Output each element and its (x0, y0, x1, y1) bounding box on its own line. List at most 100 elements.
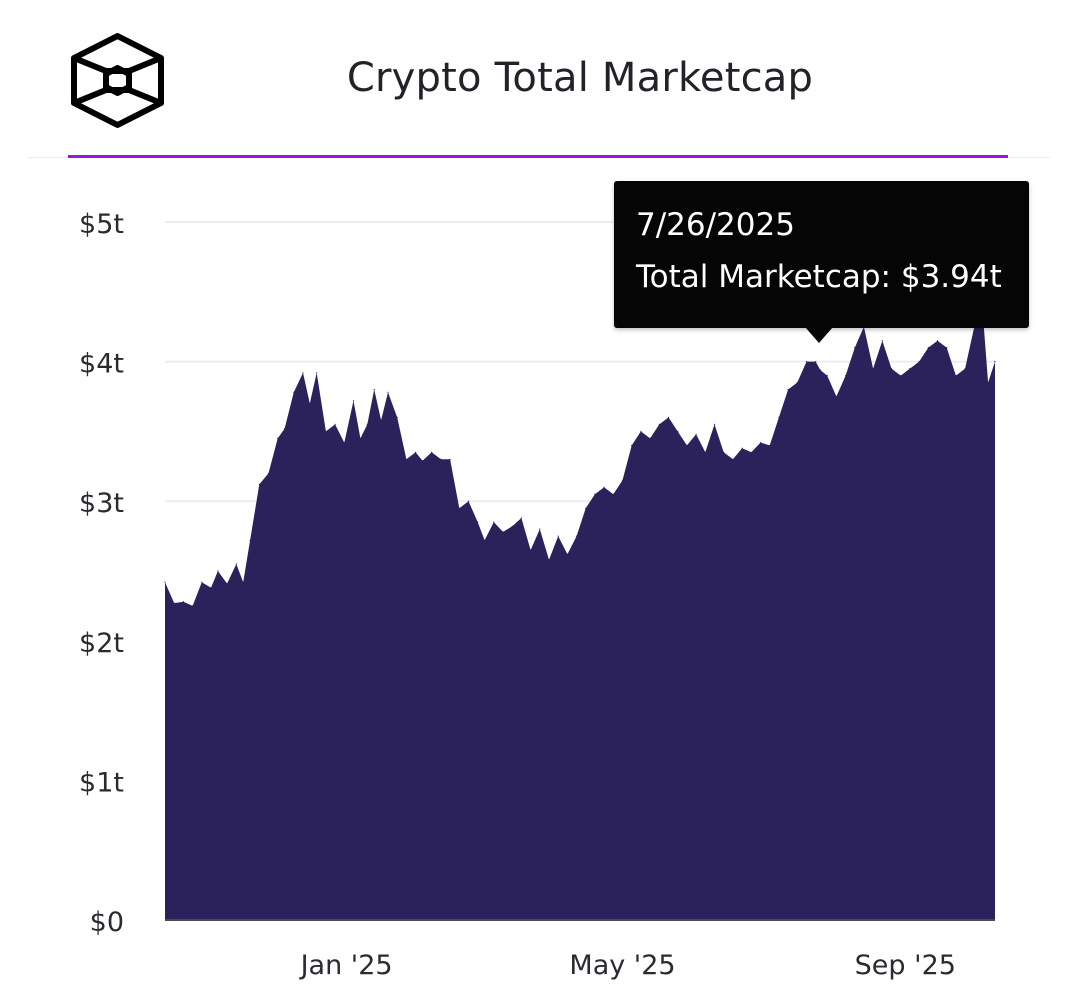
data-point (677, 430, 679, 432)
data-point (343, 442, 345, 444)
y-tick-label: $5t (79, 209, 124, 240)
data-point (909, 368, 911, 370)
data-point (359, 437, 361, 439)
data-point (640, 430, 642, 432)
data-point (182, 601, 184, 603)
x-tick-label: Sep '25 (855, 950, 956, 981)
data-point (576, 535, 578, 537)
marketcap-chart: $0 $1t $2t $3t $4t $5t Jan '25 May '25 Sep '25 (79, 209, 996, 981)
data-point (210, 587, 212, 589)
data-point (927, 347, 929, 349)
data-point (686, 444, 688, 446)
data-point (405, 458, 407, 460)
y-tick-label: $4t (79, 349, 124, 380)
data-point (334, 423, 336, 425)
data-point (946, 347, 948, 349)
data-point (477, 521, 479, 523)
data-point (267, 472, 270, 474)
data-point (235, 563, 237, 565)
data-point (704, 451, 706, 453)
data-point (164, 581, 166, 583)
data-point (566, 553, 569, 555)
data-point (732, 458, 734, 460)
data-point (284, 428, 286, 430)
data-point (612, 493, 614, 495)
data-point (380, 419, 382, 421)
data-point (325, 430, 327, 432)
chart-title: Crypto Total Marketcap (346, 55, 814, 101)
data-point (511, 525, 513, 527)
data-point (819, 369, 821, 371)
data-point (440, 458, 442, 460)
data-point (387, 391, 389, 393)
data-point (826, 375, 828, 377)
data-point (649, 437, 651, 439)
data-point (449, 458, 451, 460)
data-point (936, 340, 939, 342)
data-point (994, 361, 996, 363)
data-point (201, 581, 203, 583)
data-point (805, 361, 808, 363)
x-tick-label: May '25 (569, 950, 675, 981)
y-axis: $0 $1t $2t $3t $4t $5t (79, 209, 124, 938)
data-point (603, 486, 605, 488)
data-point (900, 375, 902, 377)
data-point (835, 395, 838, 398)
data-point (192, 605, 194, 607)
data-point (226, 583, 228, 585)
data-point (759, 442, 762, 444)
data-point (621, 479, 624, 481)
y-tick-label: $2t (79, 628, 124, 659)
data-point (631, 444, 633, 446)
data-point (458, 507, 460, 509)
data-point (658, 423, 660, 425)
tooltip: 7/26/2025 Total Marketcap: $3.94t (614, 181, 1029, 328)
data-point (484, 539, 486, 541)
data-point (493, 521, 495, 523)
tooltip-value-text: $3.94t (900, 259, 1002, 295)
data-point (530, 549, 532, 551)
data-point (872, 368, 874, 370)
tooltip-series-label: Total Marketcap: (636, 259, 891, 295)
data-point (815, 361, 817, 363)
cube-logo-icon (71, 33, 164, 128)
data-point (366, 423, 368, 425)
data-point (421, 460, 424, 462)
data-point (787, 388, 789, 391)
data-point (249, 539, 251, 541)
data-point (918, 361, 920, 363)
data-point (467, 500, 470, 502)
data-point (431, 451, 433, 453)
data-point (964, 368, 966, 370)
data-point (396, 416, 398, 418)
data-point (585, 507, 587, 509)
data-point (890, 368, 893, 370)
tooltip-value: Total Marketcap: $3.94t (636, 257, 1007, 297)
data-point (667, 416, 670, 418)
data-point (277, 437, 279, 439)
data-point (173, 602, 175, 604)
marketcap-area[interactable] (165, 322, 995, 921)
data-point (352, 400, 355, 402)
data-point (242, 581, 244, 583)
data-point (845, 375, 847, 377)
data-point (217, 570, 219, 572)
data-point (557, 535, 559, 537)
data-point (854, 347, 856, 349)
data-point (594, 493, 596, 495)
x-tick-label: Jan '25 (299, 950, 393, 981)
data-point (520, 517, 523, 519)
data-point (796, 381, 798, 384)
y-tick-label: $0 (90, 907, 124, 938)
x-axis: Jan '25 May '25 Sep '25 (299, 950, 956, 981)
data-point (309, 402, 311, 405)
tooltip-date: 7/26/2025 (636, 207, 795, 243)
data-point (293, 391, 295, 393)
data-point (750, 451, 752, 453)
data-point (723, 451, 725, 453)
y-tick-label: $1t (79, 767, 124, 798)
data-point (741, 447, 743, 449)
data-point (778, 416, 780, 418)
data-point (539, 528, 541, 530)
data-points (164, 321, 996, 607)
